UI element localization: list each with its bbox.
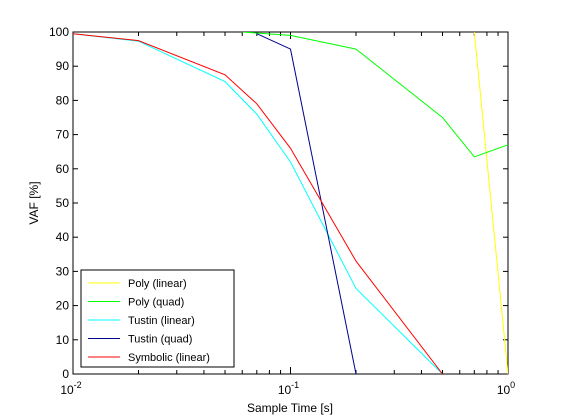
y-tick-label: 30 [56, 264, 70, 278]
legend-label-tustin-quad: Tustin (quad) [128, 334, 192, 346]
x-tick-exponent: -1 [291, 380, 299, 390]
y-axis-title: VAF [%] [27, 181, 41, 224]
x-tick-base: 10 [278, 383, 292, 397]
x-minor-ticks [137, 32, 499, 374]
y-tick-label: 80 [56, 93, 70, 107]
series-line-symbolic-linear [73, 33, 443, 374]
legend-label-poly-quad: Poly (quad) [128, 297, 184, 309]
x-tick-base: 10 [60, 383, 74, 397]
y-tick-label: 100 [49, 25, 69, 39]
x-tick-label: 100 [497, 380, 515, 397]
legend-items: Poly (linear) Poly (quad) Tustin (linear) T… [88, 278, 210, 364]
x-tick-label: 10-2 [60, 380, 81, 397]
series-line-poly-quad [242, 32, 508, 158]
legend: Poly (linear) Poly (quad) Tustin (linear) T… [80, 269, 235, 368]
legend-label-symbolic-linear: Symbolic (linear) [128, 352, 210, 364]
legend-label-tustin-linear: Tustin (linear) [128, 315, 195, 327]
y-tick-label: 20 [56, 299, 70, 313]
series-line-tustin-quad [256, 33, 357, 374]
legend-label-poly-linear: Poly (linear) [128, 278, 187, 290]
y-ticks: 0 10 20 30 40 50 60 70 80 90 100 [49, 25, 508, 381]
x-tick-base: 10 [497, 383, 511, 397]
y-tick-label: 70 [56, 128, 70, 142]
series-line-poly-linear [473, 32, 508, 374]
y-tick-label: 10 [56, 333, 70, 347]
x-tick-exponent: -2 [74, 380, 82, 390]
x-tick-label: 10-1 [278, 380, 299, 397]
y-tick-label: 0 [62, 367, 69, 381]
y-tick-label: 90 [56, 59, 70, 73]
x-axis-title: Sample Time [s] [247, 401, 333, 415]
x-tick-exponent: 0 [510, 380, 515, 390]
series-line-tustin-linear [73, 33, 443, 374]
x-ticks: 10-2 10-1 100 [60, 32, 515, 397]
series-layer [73, 32, 508, 374]
legend-box [80, 269, 235, 368]
y-tick-label: 40 [56, 230, 70, 244]
y-tick-label: 50 [56, 196, 70, 210]
y-tick-label: 60 [56, 162, 70, 176]
